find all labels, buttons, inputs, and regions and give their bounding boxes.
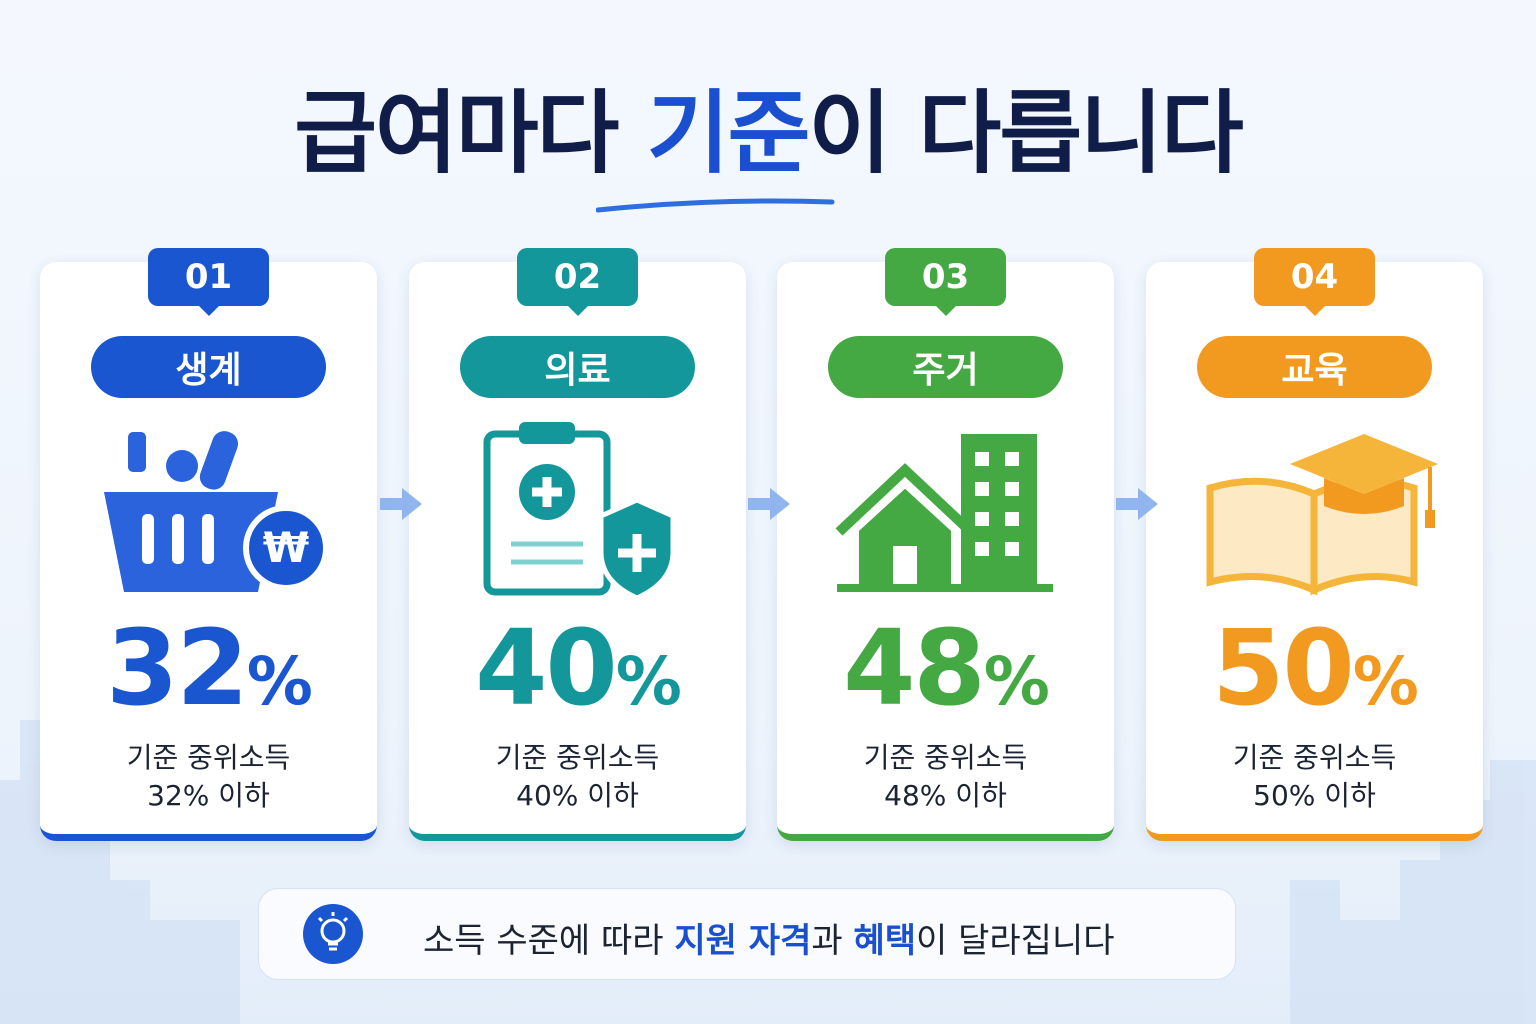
percent-unit: %: [983, 643, 1050, 720]
card-desc: 기준 중위소득: [863, 741, 1028, 774]
card-desc: 기준 중위소득: [495, 741, 660, 774]
education-icon: [1206, 434, 1438, 596]
footer-text-part: 이 달라집니다: [916, 921, 1115, 961]
card-desc: 32% 이하: [147, 779, 270, 812]
percent-unit: %: [246, 643, 313, 720]
arrow: [380, 488, 422, 520]
percent-value: 32: [106, 607, 249, 729]
card: 04 교육 50% 기준 중위소득 50% 이하: [1146, 248, 1483, 841]
card-desc: 40% 이하: [516, 779, 639, 812]
card-number: 03: [885, 248, 1006, 316]
medical-icon: [483, 422, 676, 601]
arrow: [1116, 488, 1158, 520]
card-number: 02: [517, 248, 638, 316]
card-number: 01: [148, 248, 269, 316]
card: 03 주거 48% 기준 중위소득 48% 이하: [777, 248, 1114, 841]
title-highlight: 기준: [646, 81, 811, 186]
basket-icon: ₩: [104, 431, 328, 592]
title: 급여마다 기준이 다릅니다: [0, 60, 1536, 190]
card-label: 주거: [828, 336, 1063, 398]
percent-unit: %: [1352, 643, 1419, 720]
footer-text-part: 과: [811, 921, 854, 961]
percent: 32%: [40, 607, 377, 729]
card: 01 생계 ₩ 32% 기준 중위소득 32% 이하: [40, 248, 377, 841]
percent-value: 40: [475, 607, 618, 729]
card-desc: 48% 이하: [884, 779, 1007, 812]
percent: 48%: [777, 607, 1114, 729]
title-underline: [596, 198, 835, 213]
card-desc: 기준 중위소득: [126, 741, 291, 774]
percent-value: 50: [1212, 607, 1355, 729]
title-text: 이 다릅니다: [808, 81, 1243, 186]
footer-text-part: 소득 수준에 따라: [423, 921, 675, 961]
footer-emphasis: 혜택: [853, 921, 917, 961]
footer: 소득 수준에 따라 지원 자격과 혜택이 달라집니다: [258, 888, 1236, 980]
footer-text: 소득 수준에 따라 지원 자격과 혜택이 달라집니다: [423, 913, 1115, 962]
housing-icon: [835, 434, 1053, 592]
footer-emphasis: 지원 자격: [674, 921, 812, 961]
card-label: 생계: [91, 336, 326, 398]
card-label: 의료: [460, 336, 695, 398]
svg-text:₩: ₩: [263, 523, 309, 572]
title-text: 급여마다: [294, 81, 647, 186]
bulb-icon: [303, 904, 363, 964]
percent-unit: %: [615, 643, 682, 720]
percent: 40%: [409, 607, 746, 729]
percent-value: 48: [843, 607, 986, 729]
card-label: 교육: [1197, 336, 1432, 398]
card: 02 의료 40% 기준 중위소득 40% 이하: [409, 248, 746, 841]
card-number: 04: [1254, 248, 1375, 316]
card-desc: 기준 중위소득: [1232, 741, 1397, 774]
arrow: [748, 488, 790, 520]
percent: 50%: [1146, 607, 1483, 729]
card-desc: 50% 이하: [1253, 779, 1376, 812]
